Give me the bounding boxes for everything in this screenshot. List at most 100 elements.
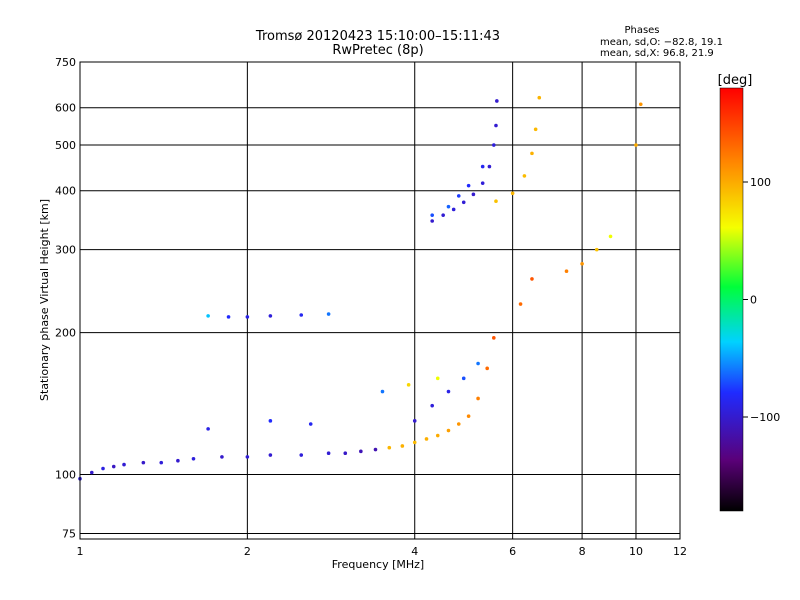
echo-point: [638, 102, 643, 107]
echo-point: [564, 269, 569, 273]
echo-point: [245, 455, 250, 459]
echo-point: [326, 451, 331, 455]
echo-point: [480, 164, 485, 169]
colorbar-gradient: [719, 87, 744, 512]
phase-summary-title: Phases: [624, 25, 659, 36]
x-axis-label: Frequency [MHz]: [332, 558, 424, 571]
echo-point: [343, 451, 348, 455]
grid: [80, 62, 680, 539]
x-tick-label: 8: [579, 545, 586, 558]
echo-point: [533, 127, 538, 132]
echo-point: [441, 213, 445, 217]
y-tick-label: 400: [55, 185, 76, 198]
y-tick-label: 200: [55, 327, 76, 340]
echo-point: [424, 437, 429, 441]
y-tick-label: 300: [55, 244, 76, 257]
echo-point: [530, 151, 534, 156]
y-tick-label: 75: [62, 527, 76, 540]
colorbar-tick-label: 100: [750, 176, 771, 189]
colorbar-ticks: 100 0 −100: [743, 176, 780, 424]
x-tick-label: 12: [673, 545, 687, 558]
y-axis-label: Stationary phase Virtual Height [km]: [38, 199, 51, 401]
y-tick-label: 750: [55, 56, 76, 69]
colorbar-tick-label: 0: [750, 294, 757, 307]
echo-point: [101, 466, 105, 471]
echo-point: [456, 194, 461, 198]
echo-point: [480, 181, 485, 185]
colorbar: [deg] 100 0 −100: [718, 73, 780, 512]
echo-point: [495, 99, 499, 103]
echo-point: [492, 336, 496, 340]
echo-point: [380, 389, 385, 394]
y-tick-label: 600: [55, 102, 76, 115]
echo-point: [206, 314, 210, 318]
echo-point: [471, 192, 476, 197]
echo-point: [299, 453, 304, 457]
echo-point: [430, 403, 434, 408]
echo-point: [268, 419, 273, 423]
echo-point: [122, 462, 126, 467]
echo-point: [634, 143, 638, 147]
phase-summary: Phases mean, sd,O: −82.8, 19.1 mean, sd,…: [600, 25, 723, 59]
echo-point: [373, 447, 378, 452]
echo-point: [492, 143, 496, 147]
echo-point: [387, 445, 392, 450]
echo-point: [446, 204, 451, 209]
echo-point: [435, 376, 440, 381]
echo-point: [430, 213, 434, 217]
echo-point: [446, 428, 451, 433]
echo-point: [268, 453, 273, 457]
echo-point: [430, 219, 434, 223]
echo-point: [308, 422, 313, 426]
y-tick-label: 100: [55, 469, 76, 482]
echo-point: [451, 207, 456, 212]
echo-point: [494, 199, 498, 204]
echo-point: [326, 312, 331, 316]
chart-title: Tromsø 20120423 15:10:00–15:11:43: [255, 29, 500, 44]
echo-point: [530, 277, 534, 281]
echo-point: [476, 396, 480, 401]
echo-point: [461, 376, 466, 381]
echo-point: [268, 314, 273, 318]
phase-summary-o: mean, sd,O: −82.8, 19.1: [600, 37, 723, 48]
chart-subtitle: RwPretec (8p): [332, 43, 423, 58]
echo-point: [435, 433, 440, 438]
echo-point: [466, 183, 471, 188]
x-tick-label: 4: [411, 545, 418, 558]
echo-point: [412, 440, 417, 445]
echo-point: [206, 427, 210, 431]
echo-point: [220, 455, 224, 459]
echo-point: [406, 383, 411, 387]
phase-summary-x: mean, sd,X: 96.8, 21.9: [600, 48, 714, 59]
colorbar-tick-label: −100: [750, 411, 780, 424]
echo-point: [510, 191, 515, 196]
echo-point: [141, 460, 146, 465]
echo-point: [400, 444, 405, 448]
echo-point: [89, 470, 94, 475]
echo-point: [176, 458, 180, 463]
y-axis-ticks: 75 100 200 300 400 500 600 750: [55, 56, 76, 540]
echo-point: [456, 422, 461, 426]
echo-point: [518, 302, 523, 306]
echo-point: [594, 247, 599, 252]
echo-point: [466, 414, 471, 418]
echo-point: [580, 261, 584, 266]
echo-point: [412, 419, 417, 423]
echo-point: [476, 361, 480, 366]
echo-point: [245, 315, 250, 319]
echo-point: [111, 464, 116, 469]
x-tick-label: 1: [77, 545, 84, 558]
echo-point: [299, 313, 304, 317]
data-points: [78, 95, 643, 481]
echo-point: [446, 389, 451, 394]
echo-point: [485, 366, 489, 371]
x-axis-ticks: 1 2 4 6 8 10 12: [77, 545, 688, 558]
colorbar-label: [deg]: [718, 73, 753, 88]
echo-point: [359, 449, 363, 454]
x-tick-label: 2: [244, 545, 251, 558]
echo-point: [487, 164, 492, 169]
plot-area-frame: [79, 61, 681, 540]
y-tick-label: 500: [55, 139, 76, 152]
echo-point: [159, 460, 164, 465]
